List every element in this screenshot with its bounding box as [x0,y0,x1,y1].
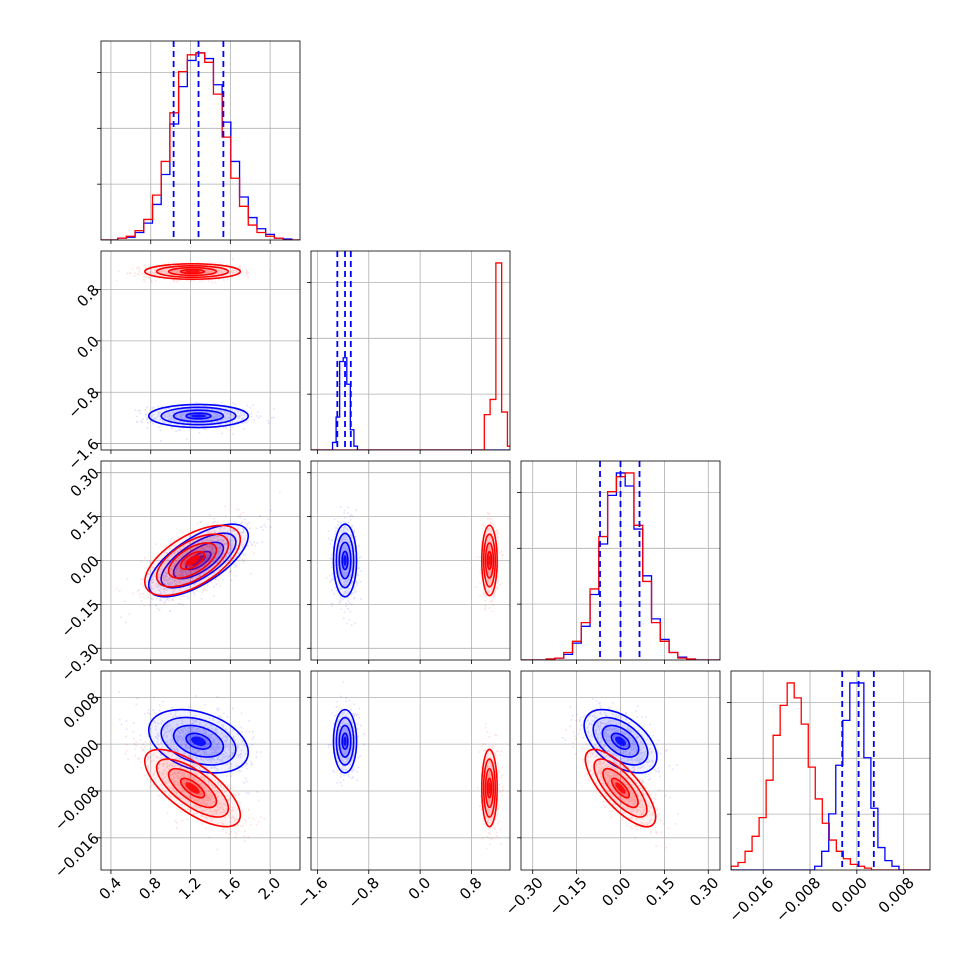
x-tick-label: 0.00 [598,874,634,910]
x-tick-label: 0.4 [95,874,125,904]
x-tick-label: −1.6 [293,874,331,912]
scatter-panel-1-0 [97,250,301,454]
panel-frame [100,670,301,871]
x-tick-label: 0.8 [135,874,165,904]
scatter-points-0 [561,698,678,801]
x-tick-label: 0.008 [875,874,918,917]
x-tick-label: 2.0 [255,874,285,904]
histogram-series-group [101,52,300,240]
density-peak-1 [185,270,200,273]
scatter-panel-2-0 [97,460,301,664]
histogram-step-1 [731,682,930,870]
y-tick-label: 0.00 [67,552,103,588]
panel-frame [100,250,301,451]
histogram-panel-1 [307,250,511,454]
panel-frame [100,460,301,661]
density-group [325,506,504,626]
panel-frame [310,670,511,871]
density-group [115,258,275,442]
scatter-points-0 [124,508,272,624]
panel-frame [310,460,511,661]
density-peak-1 [615,782,626,794]
y-tick-label: −0.008 [51,783,103,835]
x-tick-label: 0.000 [828,874,871,917]
histogram-panel-0 [97,40,301,244]
y-tick-label: −0.30 [58,640,103,685]
panel-frame [100,40,301,241]
density-peak-1 [185,782,200,794]
scatter-panel-3-2 [517,670,721,874]
x-tick-label: 0.30 [686,874,722,910]
density-peak-1 [488,555,491,566]
density-group [116,491,281,624]
density-peak-0 [343,555,347,566]
histogram-step-0 [311,357,510,450]
panel-frame [730,670,931,871]
density-peak-0 [615,736,626,746]
histogram-series-group [731,682,930,870]
y-tick-label: −0.8 [64,384,102,422]
y-tick-label: 0.8 [73,281,103,311]
x-tick-label: −0.15 [546,874,591,919]
panel-frame [520,460,721,661]
x-tick-label: 1.2 [175,874,205,904]
histogram-panel-3 [727,670,931,874]
density-peak-0 [191,414,206,418]
panel-frame [310,250,511,451]
scatter-points-0 [118,691,262,796]
y-tick-label: −0.15 [58,596,103,641]
histogram-panel-2 [517,460,721,664]
y-tick-label: 0.000 [60,736,103,779]
density-peak-1 [185,555,200,566]
scatter-panel-3-0 [97,670,301,874]
density-group [561,698,679,849]
y-tick-label: 0.008 [60,689,103,732]
x-tick-label: −0.8 [344,874,382,912]
density-group [327,681,504,850]
histogram-series-group [311,262,510,450]
density-peak-0 [343,736,347,746]
x-tick-label: 1.6 [215,874,245,904]
scatter-points-1 [116,491,281,618]
histogram-step-1 [311,262,510,450]
x-tick-label: −0.016 [725,874,777,926]
x-tick-label: 0.15 [642,874,678,910]
density-peak-1 [488,782,491,794]
scatter-panel-3-1 [307,670,511,874]
x-tick-label: 0.8 [456,874,486,904]
scatter-points-1 [124,736,265,851]
histogram-step-1 [101,52,300,240]
y-tick-label: −1.6 [64,435,102,473]
x-tick-label: −0.008 [772,874,824,926]
y-tick-label: 0.0 [73,332,103,362]
histogram-step-0 [731,682,930,870]
x-tick-label: 0.0 [405,874,435,904]
y-tick-label: −0.016 [51,829,103,881]
panel-frame [520,670,721,871]
scatter-panel-2-1 [307,460,511,664]
density-group [118,691,265,851]
y-tick-label: 0.15 [67,508,103,544]
x-tick-label: −0.30 [502,874,547,919]
histogram-step-0 [101,52,300,240]
density-peak-0 [191,736,206,746]
